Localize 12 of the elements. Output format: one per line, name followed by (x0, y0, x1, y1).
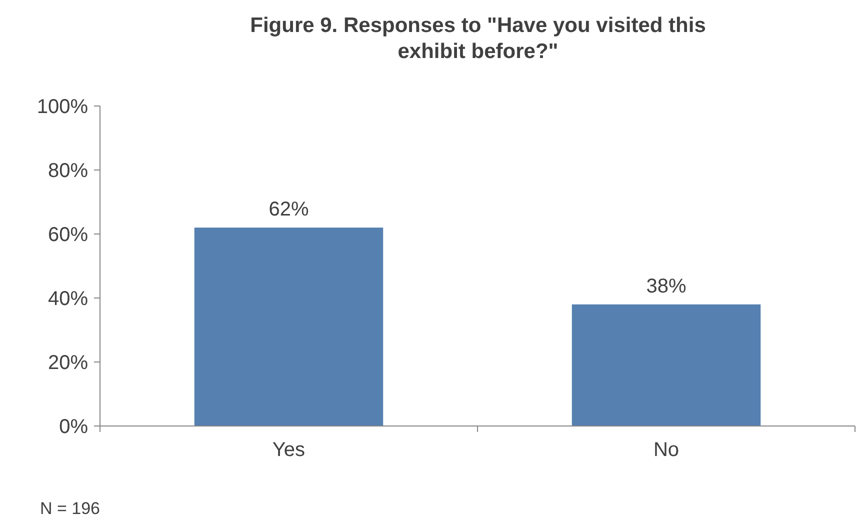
data-label: 62% (268, 198, 309, 221)
y-tick-label: 100% (36, 96, 88, 118)
y-tick-label: 20% (48, 352, 88, 374)
data-label: 38% (646, 275, 686, 298)
x-tick-label: No (653, 439, 680, 461)
text: N = 196 (40, 499, 100, 518)
y-tick-label: 60% (48, 224, 88, 246)
x-tick-label: Yes (272, 439, 306, 461)
y-tick-label: 40% (48, 288, 88, 310)
y-tick-label: 80% (48, 160, 88, 182)
y-tick-label: 0% (59, 416, 88, 438)
chart-title: Figure 9. Responses to "Have you visited this exhibit before?" (250, 14, 706, 63)
